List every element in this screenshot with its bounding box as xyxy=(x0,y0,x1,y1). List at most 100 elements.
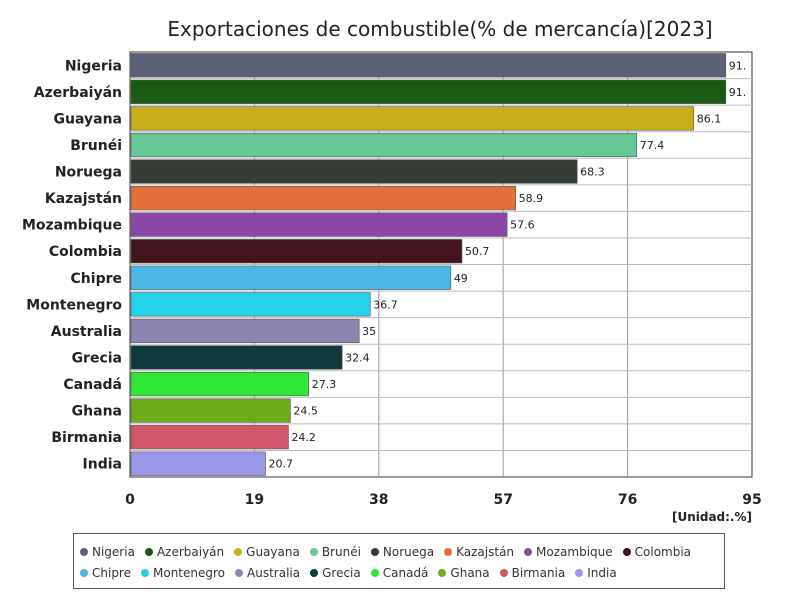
legend-item-6: Mozambique xyxy=(524,541,613,562)
legend-item-2: Guayana xyxy=(234,541,300,562)
value-label-3: 77.4 xyxy=(640,139,665,152)
bar-14 xyxy=(130,425,289,450)
category-label-9: Montenegro xyxy=(26,297,122,313)
legend-marker-7 xyxy=(622,547,631,556)
legend-marker-12 xyxy=(370,568,379,577)
bar-11 xyxy=(130,345,343,370)
legend-marker-10 xyxy=(235,568,244,577)
legend-label-11: Grecia xyxy=(322,565,361,580)
value-label-6: 57.6 xyxy=(510,219,535,232)
bar-15 xyxy=(130,451,266,476)
value-label-13: 24.5 xyxy=(293,405,318,418)
legend-marker-0 xyxy=(80,547,88,556)
legend-marker-1 xyxy=(144,547,153,556)
legend-label-0: Nigeria xyxy=(92,544,135,559)
legend-label-8: Chipre xyxy=(92,565,131,580)
category-label-11: Grecia xyxy=(72,350,122,366)
bar-6 xyxy=(130,212,508,237)
category-label-6: Mozambique xyxy=(22,218,122,234)
chart-title: Exportaciones de combustible(% de mercan… xyxy=(167,17,712,41)
legend-item-14: Birmania xyxy=(499,562,565,583)
value-label-5: 58.9 xyxy=(519,192,544,205)
category-label-4: Noruega xyxy=(55,165,122,181)
category-label-14: Birmania xyxy=(51,430,122,446)
legend-label-10: Australia xyxy=(247,565,301,580)
bar-1 xyxy=(130,79,727,104)
category-label-13: Ghana xyxy=(72,404,122,420)
legend-label-5: Kazajstán xyxy=(456,544,515,559)
legend-label-3: Brunéi xyxy=(321,544,361,559)
legend-marker-2 xyxy=(234,547,243,556)
legend-label-6: Mozambique xyxy=(536,544,613,559)
bar-8 xyxy=(130,265,452,290)
category-label-12: Canadá xyxy=(63,377,122,393)
category-label-3: Brunéi xyxy=(70,138,122,154)
bar-4 xyxy=(130,159,578,184)
x-tick-label-5: 95 xyxy=(742,492,761,508)
legend-item-3: Brunéi xyxy=(309,541,361,562)
legend-label-13: Ghana xyxy=(450,565,490,580)
unit-label: [Unidad:.%] xyxy=(672,510,752,524)
x-tick-label-4: 76 xyxy=(618,492,637,508)
legend-item-0: Nigeria xyxy=(80,541,135,562)
category-label-2: Guayana xyxy=(54,111,122,127)
legend-marker-3 xyxy=(309,547,318,556)
value-label-14: 24.2 xyxy=(291,431,316,444)
legend-marker-6 xyxy=(524,547,533,556)
bar-0 xyxy=(130,53,727,78)
plot-area: 91. Nigeria 91. Azerbaiyán 86.1 Guayana 77.4 Br… xyxy=(22,51,762,508)
category-label-1: Azerbaiyán xyxy=(34,85,122,101)
value-label-10: 35 xyxy=(362,325,376,338)
bar-10 xyxy=(130,318,360,343)
category-label-7: Colombia xyxy=(49,244,122,260)
x-tick-label-2: 38 xyxy=(369,492,388,508)
legend-marker-5 xyxy=(444,547,453,556)
value-label-2: 86.1 xyxy=(697,112,722,125)
bar-9 xyxy=(130,292,371,317)
legend-marker-13 xyxy=(438,568,447,577)
legend-item-15: India xyxy=(575,562,617,583)
value-label-9: 36.7 xyxy=(373,298,398,311)
bar-12 xyxy=(130,371,310,397)
legend-item-1: Azerbaiyán xyxy=(144,541,225,562)
value-label-1: 91. xyxy=(729,86,747,99)
legend-marker-4 xyxy=(370,547,379,556)
legend-item-7: Colombia xyxy=(622,541,692,562)
legend-item-8: Chipre xyxy=(80,562,131,583)
category-label-5: Kazajstán xyxy=(45,191,122,207)
legend-item-11: Grecia xyxy=(310,562,361,583)
legend-label-7: Colombia xyxy=(634,544,692,559)
x-tick-label-1: 19 xyxy=(245,492,264,508)
x-tick-label-3: 57 xyxy=(493,492,512,508)
value-label-12: 27.3 xyxy=(312,378,337,391)
legend-marker-15 xyxy=(575,568,584,577)
x-tick-label-0: 0 xyxy=(125,492,135,508)
legend-item-9: Montenegro xyxy=(141,562,225,583)
value-label-8: 49 xyxy=(454,272,468,285)
legend: Nigeria Azerbaiyán Guayana Brunéi Noruega Kaz… xyxy=(73,533,725,589)
legend-label-1: Azerbaiyán xyxy=(156,544,225,559)
legend-item-4: Noruega xyxy=(370,541,435,562)
legend-label-2: Guayana xyxy=(246,544,300,559)
value-label-11: 32.4 xyxy=(345,351,370,364)
value-label-7: 50.7 xyxy=(465,245,490,258)
value-label-0: 91. xyxy=(729,59,747,72)
legend-marker-11 xyxy=(310,568,319,577)
legend-item-13: Ghana xyxy=(438,562,490,583)
bar-5 xyxy=(130,186,516,211)
legend-label-15: India xyxy=(587,565,617,580)
legend-marker-8 xyxy=(80,568,88,577)
legend-item-12: Canadá xyxy=(370,562,428,583)
bar-7 xyxy=(130,239,463,264)
bar-3 xyxy=(130,132,638,158)
value-label-15: 20.7 xyxy=(269,458,294,471)
bar-2 xyxy=(130,106,695,131)
legend-label-9: Montenegro xyxy=(153,565,226,580)
legend-item-5: Kazajstán xyxy=(444,541,514,562)
legend-label-4: Noruega xyxy=(382,544,435,559)
category-label-10: Australia xyxy=(51,324,122,340)
legend-marker-14 xyxy=(499,568,508,577)
legend-marker-9 xyxy=(141,568,149,577)
category-label-0: Nigeria xyxy=(65,58,122,74)
